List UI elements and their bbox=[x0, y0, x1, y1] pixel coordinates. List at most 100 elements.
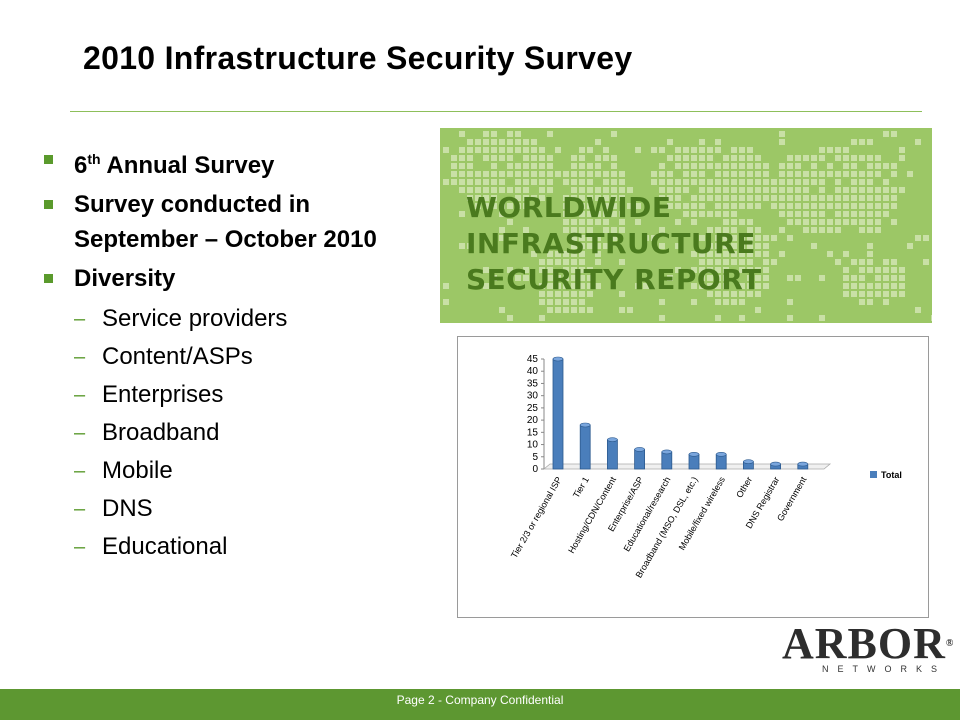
map-pixel bbox=[859, 195, 865, 201]
map-pixel bbox=[731, 291, 737, 297]
map-pixel bbox=[811, 219, 817, 225]
map-pixel bbox=[507, 219, 513, 225]
map-pixel bbox=[691, 179, 697, 185]
map-pixel bbox=[619, 291, 625, 297]
map-pixel bbox=[539, 259, 545, 265]
map-pixel bbox=[659, 171, 665, 177]
map-pixel bbox=[595, 211, 601, 217]
map-pixel bbox=[755, 187, 761, 193]
map-pixel bbox=[747, 203, 753, 209]
map-pixel bbox=[747, 179, 753, 185]
map-pixel bbox=[731, 227, 737, 233]
map-pixel bbox=[651, 147, 657, 153]
map-pixel bbox=[571, 307, 577, 313]
map-pixel bbox=[683, 187, 689, 193]
map-pixel bbox=[723, 251, 729, 257]
map-pixel bbox=[875, 195, 881, 201]
map-pixel bbox=[747, 267, 753, 273]
map-pixel bbox=[851, 163, 857, 169]
map-pixel bbox=[587, 211, 593, 217]
map-pixel bbox=[579, 227, 585, 233]
map-pixel bbox=[715, 235, 721, 241]
map-pixel bbox=[859, 227, 865, 233]
map-pixel bbox=[459, 171, 465, 177]
map-pixel bbox=[875, 187, 881, 193]
map-pixel bbox=[883, 203, 889, 209]
map-pixel bbox=[867, 291, 873, 297]
map-pixel bbox=[915, 139, 921, 145]
map-pixel bbox=[779, 163, 785, 169]
map-pixel bbox=[515, 195, 521, 201]
map-pixel bbox=[675, 219, 681, 225]
map-pixel bbox=[675, 179, 681, 185]
map-pixel bbox=[651, 235, 657, 241]
dash-bullet-icon: – bbox=[74, 460, 86, 482]
bar-cap bbox=[770, 461, 781, 467]
map-pixel bbox=[835, 171, 841, 177]
map-pixel bbox=[723, 291, 729, 297]
map-pixel bbox=[739, 283, 745, 289]
map-pixel bbox=[523, 203, 529, 209]
map-pixel bbox=[611, 131, 617, 137]
map-pixel bbox=[507, 131, 513, 137]
x-tick-label: Other bbox=[734, 475, 754, 499]
map-pixel bbox=[499, 179, 505, 185]
map-pixel bbox=[883, 259, 889, 265]
map-pixel bbox=[867, 211, 873, 217]
map-pixel bbox=[707, 211, 713, 217]
map-pixel bbox=[731, 299, 737, 305]
map-pixel bbox=[715, 187, 721, 193]
map-pixel bbox=[731, 203, 737, 209]
map-pixel bbox=[579, 195, 585, 201]
map-pixel bbox=[587, 203, 593, 209]
map-pixel bbox=[555, 283, 561, 289]
map-pixel bbox=[483, 171, 489, 177]
map-pixel bbox=[835, 203, 841, 209]
y-tick-label: 35 bbox=[527, 378, 539, 389]
map-pixel bbox=[875, 163, 881, 169]
map-pixel bbox=[491, 275, 497, 281]
map-pixel bbox=[851, 275, 857, 281]
banner-title: WORLDWIDE INFRASTRUCTURE SECURITY REPORT bbox=[466, 191, 762, 296]
map-pixel bbox=[723, 283, 729, 289]
map-pixel bbox=[683, 211, 689, 217]
map-pixel bbox=[635, 283, 641, 289]
map-pixel bbox=[707, 275, 713, 281]
map-pixel bbox=[587, 219, 593, 225]
map-pixel bbox=[699, 139, 705, 145]
y-tick-label: 25 bbox=[527, 403, 539, 414]
map-pixel bbox=[891, 203, 897, 209]
map-pixel bbox=[699, 251, 705, 257]
map-pixel bbox=[611, 235, 617, 241]
map-pixel bbox=[587, 147, 593, 153]
bar-cap bbox=[661, 449, 673, 455]
map-pixel bbox=[539, 315, 545, 321]
map-pixel bbox=[843, 203, 849, 209]
map-pixel bbox=[603, 219, 609, 225]
map-pixel bbox=[715, 251, 721, 257]
map-pixel bbox=[483, 267, 489, 273]
map-pixel bbox=[859, 203, 865, 209]
map-pixel bbox=[675, 243, 681, 249]
map-pixel bbox=[467, 179, 473, 185]
map-pixel bbox=[867, 243, 873, 249]
map-pixel bbox=[699, 211, 705, 217]
map-pixel bbox=[667, 179, 673, 185]
map-pixel bbox=[611, 187, 617, 193]
map-pixel bbox=[691, 203, 697, 209]
sub-bullet-item: – Mobile bbox=[44, 452, 424, 490]
map-pixel bbox=[907, 171, 913, 177]
map-pixel bbox=[715, 163, 721, 169]
map-pixel bbox=[875, 291, 881, 297]
map-pixel bbox=[763, 163, 769, 169]
map-pixel bbox=[619, 259, 625, 265]
map-pixel bbox=[667, 275, 673, 281]
map-pixel bbox=[747, 283, 753, 289]
map-pixel bbox=[723, 227, 729, 233]
map-pixel bbox=[739, 243, 745, 249]
map-pixel bbox=[563, 219, 569, 225]
map-pixel bbox=[819, 203, 825, 209]
map-pixel bbox=[723, 275, 729, 281]
map-pixel bbox=[899, 147, 905, 153]
